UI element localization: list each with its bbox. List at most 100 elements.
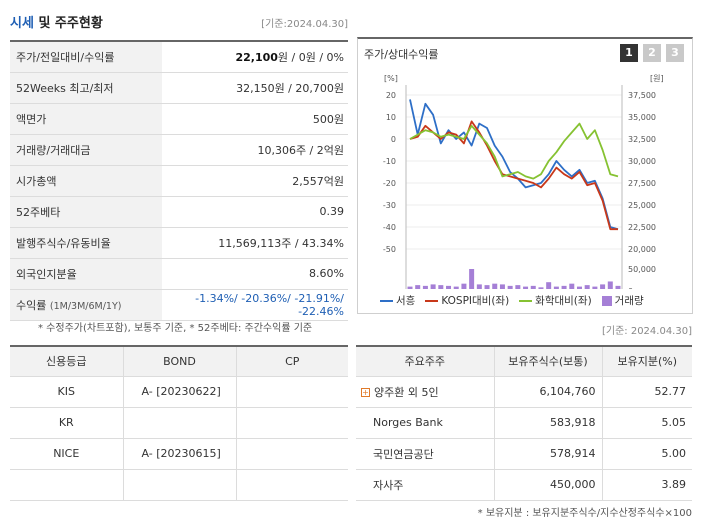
shares-held: 6,104,760 [493, 375, 603, 408]
column-header: 주요주주 [356, 345, 495, 377]
summary-value: 11,569,113주 / 43.34% [162, 227, 348, 259]
rating-agency: KIS [10, 375, 124, 408]
ownership-pct: 3.89 [601, 468, 692, 501]
summary-row: 외국인지분율 8.60% [10, 258, 348, 290]
volume-bar [569, 283, 575, 289]
shareholder-name: + 양주환 외 5인 [356, 375, 495, 408]
major-shareholders-table: 주요주주 보유주식수(보통) 보유지분(%) + 양주환 외 5인 6,104,7… [356, 345, 692, 501]
series-line-1 [409, 99, 619, 231]
right-tick-label: 35,000 [628, 113, 656, 122]
as-of-date: [기준:2024.04.30] [261, 19, 348, 30]
volume-bar [492, 283, 498, 289]
chart-tab-2[interactable]: 2 [643, 44, 661, 62]
ownership-pct: 5.00 [601, 437, 692, 470]
summary-value: 8.60% [162, 258, 348, 290]
left-tick-label: -40 [383, 223, 396, 232]
right-tick-label: 22,500 [628, 223, 656, 232]
summary-value: 32,150원 / 20,700원 [162, 72, 348, 104]
volume-bar [422, 285, 428, 289]
chart-legend: 서흥 KOSPI대비(좌) 화학대비(좌) 거래량 [380, 293, 644, 308]
legend-item: 서흥 [380, 293, 415, 308]
chart-tab-3[interactable]: 3 [666, 44, 684, 62]
volume-bar [553, 286, 559, 289]
summary-label: 52주베타 [10, 196, 162, 228]
summary-row: 52주베타 0.39 [10, 196, 348, 228]
column-header: BOND [122, 345, 237, 377]
section-title: 시세 및 주주현황 [10, 16, 103, 31]
cp-rating [235, 437, 348, 470]
volume-bar [592, 286, 598, 289]
legend-swatch [601, 295, 612, 306]
column-header: 보유지분(%) [601, 345, 692, 377]
summary-row: 액면가 500원 [10, 103, 348, 135]
left-tick-label: -10 [383, 157, 396, 166]
volume-bar [507, 285, 513, 289]
right-tick-label: 27,500 [628, 179, 656, 188]
ownership-pct: 5.05 [601, 406, 692, 439]
price-chart-panel: 주가/상대수익률 1 2 3 [%] [원] 20 10 0 -10 -20 -30 -40 -5… [357, 37, 693, 314]
volume-bar [438, 285, 444, 289]
column-header: CP [235, 345, 348, 377]
left-tick-label: 10 [386, 113, 396, 122]
table-row: Norges Bank 583,918 5.05 [356, 406, 692, 439]
cp-rating [235, 375, 348, 408]
price-chart: [%] [원] 20 10 0 -10 -20 -30 -40 -50 37,500 35,000 32… [383, 74, 664, 289]
volume-bar [530, 285, 536, 289]
summary-row: 발행주식수/유동비율 11,569,113주 / 43.34% [10, 227, 348, 259]
rating-agency: NICE [10, 437, 124, 470]
volume-bar [484, 285, 490, 289]
summary-value: 22,100원 / 0원 / 0% [162, 41, 348, 73]
volume-bar [561, 285, 567, 289]
summary-label: 외국인지분율 [10, 258, 162, 290]
right-axis-unit: [원] [650, 74, 664, 83]
expand-icon[interactable]: + [361, 388, 370, 397]
table-row: KR [10, 406, 348, 439]
legend-swatch [380, 299, 393, 302]
right-tick-label: 37,500 [628, 91, 656, 100]
summary-row: 주가/전일대비/수익률 22,100원 / 0원 / 0% [10, 41, 348, 73]
legend-item: KOSPI대비(좌) [425, 293, 509, 308]
table-row: + 양주환 외 5인 6,104,760 52.77 [356, 375, 692, 408]
cp-rating [235, 406, 348, 439]
series-line-3 [409, 122, 619, 180]
summary-row: 거래량/거래대금 10,306주 / 2억원 [10, 134, 348, 166]
shareholder-name: 자사주 [356, 468, 495, 501]
table-row: KIS A- [20230622] [10, 375, 348, 408]
summary-label: 발행주식수/유동비율 [10, 227, 162, 259]
rating-agency: KR [10, 406, 124, 439]
volume-bar [476, 284, 482, 289]
summary-value: 10,306주 / 2억원 [162, 134, 348, 166]
left-tick-label: -30 [383, 201, 396, 210]
right-tick-label: 32,500 [628, 135, 656, 144]
bond-rating: A- [20230615] [122, 437, 237, 470]
legend-item: 거래량 [601, 293, 644, 308]
left-tick-label: 20 [386, 91, 396, 100]
volume-bar [615, 285, 621, 289]
legend-swatch [519, 299, 533, 302]
shares-held: 450,000 [493, 468, 603, 501]
rating-agency [10, 468, 124, 501]
summary-label: 주가/전일대비/수익률 [10, 41, 162, 73]
volume-bar [515, 285, 521, 289]
ownership-note: * 보유지분 : 보유지분주식수/지수산정주식수×100 [477, 508, 692, 519]
volume-tick-label: 50,000 [628, 265, 656, 274]
table-row: NICE A- [20230615] [10, 437, 348, 470]
volume-tick-label: 0 [628, 287, 633, 289]
summary-row: 52Weeks 최고/최저 32,150원 / 20,700원 [10, 72, 348, 104]
table-row [10, 468, 348, 501]
legend-swatch [425, 299, 439, 302]
volume-bar [469, 269, 475, 289]
summary-header: 시세 및 주주현황 [기준:2024.04.30] [10, 9, 348, 33]
summary-label: 52Weeks 최고/최저 [10, 72, 162, 104]
summary-row: 수익률 (1M/3M/6M/1Y) -1.34%/ -20.36%/ -21.9… [10, 289, 348, 321]
volume-bar [415, 285, 421, 289]
chart-tab-1[interactable]: 1 [620, 44, 638, 62]
shareholder-name: Norges Bank [356, 406, 495, 439]
bond-rating [122, 468, 237, 501]
table-header-row: 신용등급 BOND CP [10, 345, 348, 377]
chart-title: 주가/상대수익률 [364, 48, 439, 61]
shares-held: 583,918 [493, 406, 603, 439]
summary-value: 2,557억원 [162, 165, 348, 197]
summary-value: 0.39 [162, 196, 348, 228]
volume-bar [576, 286, 582, 289]
